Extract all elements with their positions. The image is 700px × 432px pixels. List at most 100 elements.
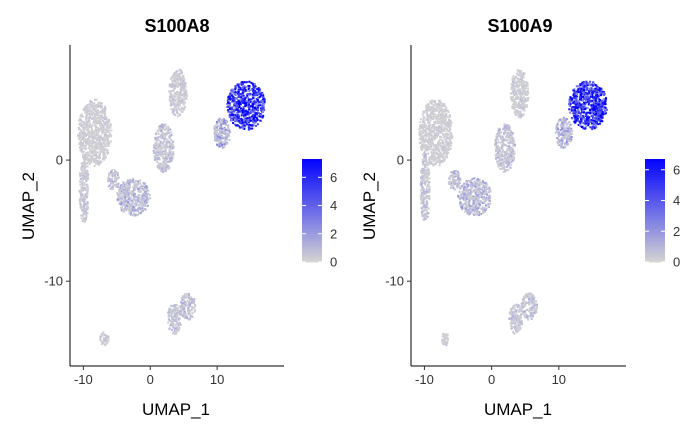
cell-point xyxy=(250,105,253,108)
cell-point xyxy=(215,122,218,125)
cell-point xyxy=(105,339,108,342)
cell-point xyxy=(86,142,89,145)
cell-point xyxy=(173,314,176,317)
cell-point xyxy=(181,299,184,302)
cell-point xyxy=(120,197,123,200)
colorbar-segment xyxy=(302,241,322,245)
cell-point xyxy=(95,113,98,115)
cell-point xyxy=(426,179,429,182)
cell-point xyxy=(462,192,465,194)
cell-point xyxy=(144,191,147,193)
colorbar-segment xyxy=(302,192,322,196)
cell-point xyxy=(96,143,99,146)
cell-point xyxy=(257,104,260,107)
cell-point xyxy=(81,141,84,144)
cell-point xyxy=(440,127,443,130)
cell-point xyxy=(99,102,102,105)
cell-point xyxy=(142,204,145,207)
cell-point xyxy=(139,179,142,182)
cell-point xyxy=(446,109,449,112)
cell-point xyxy=(103,140,106,143)
cell-point xyxy=(463,193,466,196)
cell-point xyxy=(99,335,102,338)
cell-point xyxy=(228,105,231,107)
cell-point xyxy=(98,140,101,143)
cell-point xyxy=(482,212,485,214)
cell-point xyxy=(84,155,87,158)
cell-point xyxy=(465,201,468,204)
cell-point xyxy=(424,148,427,151)
cell-point xyxy=(162,123,165,126)
cell-point xyxy=(216,125,219,128)
cell-point xyxy=(86,188,89,191)
cell-point xyxy=(96,161,99,164)
cell-point xyxy=(421,186,424,189)
cell-point xyxy=(106,149,109,152)
cell-point xyxy=(82,150,85,153)
cell-point xyxy=(467,179,470,182)
cell-point xyxy=(250,98,253,101)
cell-point xyxy=(164,132,167,135)
cell-point xyxy=(233,116,236,119)
cell-point xyxy=(159,148,162,150)
cell-point xyxy=(441,140,444,143)
cell-point xyxy=(452,187,455,190)
cell-point xyxy=(185,89,187,92)
cell-point xyxy=(425,164,428,167)
cell-point xyxy=(418,133,421,136)
cell-point xyxy=(93,133,96,136)
cell-point xyxy=(97,116,100,119)
cell-point xyxy=(251,105,254,108)
cell-point xyxy=(466,192,469,195)
cell-point xyxy=(180,82,183,85)
cell-point xyxy=(181,297,184,300)
cell-point xyxy=(128,206,131,209)
cell-point xyxy=(78,128,80,131)
cell-point xyxy=(440,106,443,109)
cell-point xyxy=(252,88,255,91)
cell-point xyxy=(170,134,173,136)
cell-point xyxy=(89,133,92,136)
cell-point xyxy=(423,122,426,125)
cell-point xyxy=(462,196,465,199)
cell-point xyxy=(79,140,82,143)
cell-point xyxy=(499,153,502,156)
cell-point xyxy=(173,330,175,333)
cell-point xyxy=(81,182,84,184)
cell-point xyxy=(422,121,425,124)
colorbar-segment xyxy=(302,236,322,240)
cell-point xyxy=(95,122,98,125)
cell-point xyxy=(440,105,443,108)
cell-point xyxy=(423,152,426,155)
cell-point xyxy=(160,130,162,133)
cell-point xyxy=(426,103,429,106)
cell-point xyxy=(87,177,90,179)
cell-point xyxy=(226,129,229,132)
cell-point xyxy=(501,144,504,147)
cell-point xyxy=(87,153,90,156)
cell-point xyxy=(183,299,186,302)
cell-point xyxy=(183,77,185,80)
cell-point xyxy=(105,144,108,147)
cell-point xyxy=(497,160,500,163)
cell-point xyxy=(259,114,262,116)
cell-point xyxy=(101,340,104,343)
cell-point xyxy=(498,163,501,166)
cell-point xyxy=(426,119,429,122)
cell-point xyxy=(166,146,169,149)
cell-point xyxy=(222,128,225,131)
cell-point xyxy=(506,159,509,162)
cell-point xyxy=(217,121,220,124)
cell-point xyxy=(513,144,516,147)
cell-point xyxy=(102,136,105,139)
cell-point xyxy=(172,88,175,91)
cell-point xyxy=(180,69,183,72)
cell-point xyxy=(158,143,161,145)
cell-point xyxy=(444,147,447,150)
cell-point xyxy=(162,160,165,163)
cell-point xyxy=(124,196,127,199)
cell-point xyxy=(474,209,477,212)
cell-point xyxy=(241,98,244,101)
cell-point xyxy=(155,150,158,153)
cell-point xyxy=(472,183,475,186)
